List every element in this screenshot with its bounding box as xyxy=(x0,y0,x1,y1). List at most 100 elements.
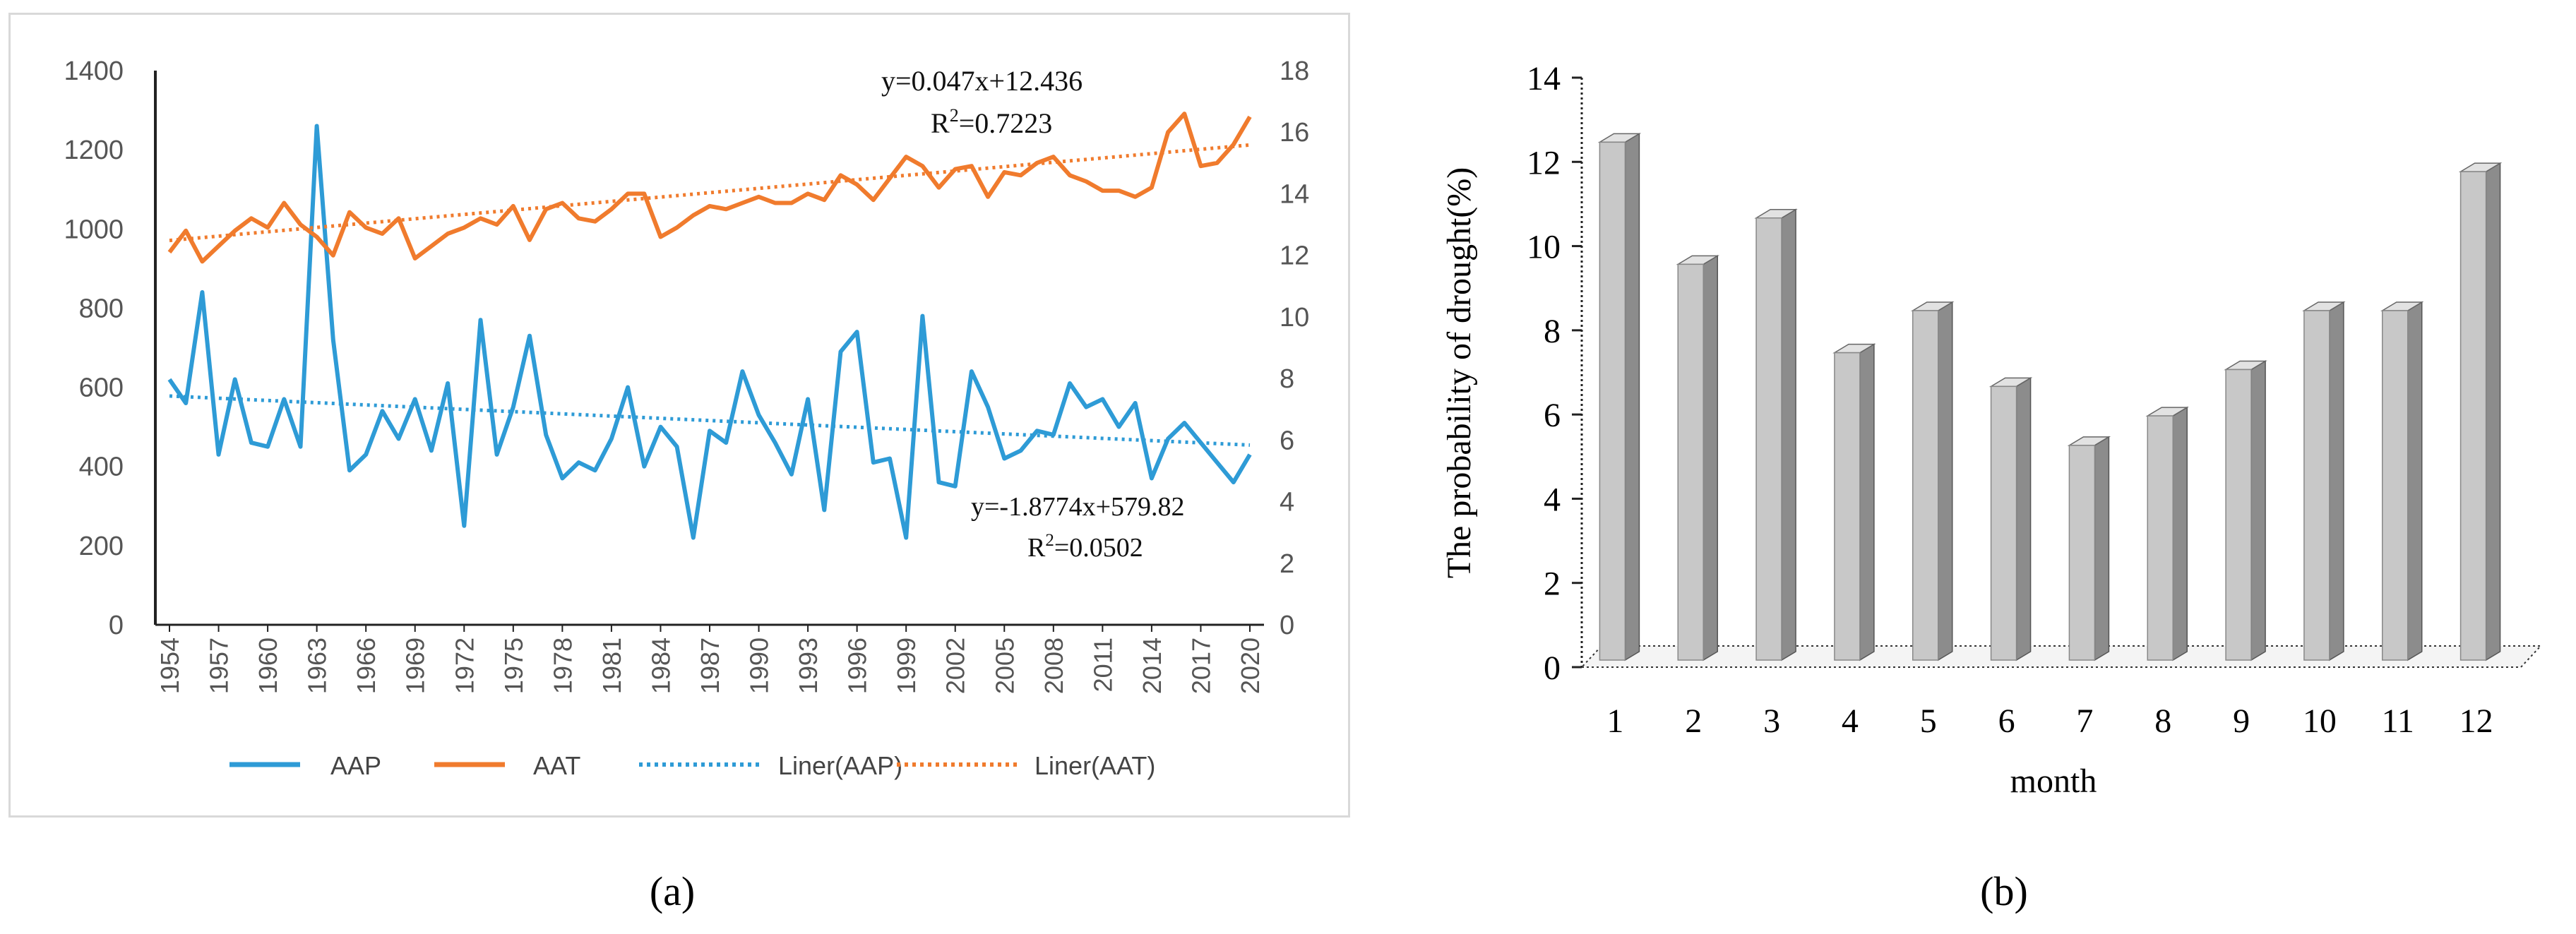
bar-month-4 xyxy=(1832,343,1876,661)
a-y2tick-label: 4 xyxy=(1280,488,1294,517)
panel-b-caption: (b) xyxy=(1980,868,2028,914)
a-y2tick-label: 18 xyxy=(1280,56,1309,86)
a-xtick-label: 1972 xyxy=(450,637,479,694)
bar-side xyxy=(2329,301,2344,661)
bar-front xyxy=(1834,352,1861,661)
b-ytick-label: 12 xyxy=(1527,144,1561,181)
series-line-aap xyxy=(167,124,1252,540)
bar-side xyxy=(2407,301,2423,661)
legend-label-aat: AAT xyxy=(533,751,580,780)
a-ytick-label: 800 xyxy=(79,294,124,323)
a-xtick-label: 1975 xyxy=(499,637,528,694)
panel-a-frame xyxy=(8,13,1350,818)
series-line-aat xyxy=(167,112,1252,264)
bar-month-9 xyxy=(2224,360,2267,661)
a-xtick-label: 1966 xyxy=(352,637,381,694)
a-xtick-label: 2005 xyxy=(990,637,1019,694)
bar-front xyxy=(1912,310,1939,661)
b-xtick-label: 8 xyxy=(2154,702,2171,740)
b-xtick-label: 10 xyxy=(2303,702,2337,740)
a-ytick-label: 0 xyxy=(109,611,124,640)
b-xtick-label: 4 xyxy=(1842,702,1859,740)
a-left-ticks: 0 200 400 600 800 1000 1200 1400 xyxy=(64,56,124,640)
legend-label-aap: AAP xyxy=(330,751,381,780)
bar-side xyxy=(1781,208,1796,661)
aat-equation: y=0.047x+12.436 xyxy=(881,65,1083,97)
b-xtick-label: 5 xyxy=(1920,702,1937,740)
b-xlabel: month xyxy=(2010,762,2097,800)
b-ytick-label: 6 xyxy=(1544,397,1561,434)
a-series-lines xyxy=(167,112,1252,540)
bar-month-1 xyxy=(1597,133,1642,661)
b-ytick-label: 8 xyxy=(1544,313,1561,350)
b-xtick-label: 12 xyxy=(2459,702,2493,740)
bar-side xyxy=(2250,360,2266,661)
a-ytick-label: 200 xyxy=(79,532,124,561)
aap-r2: R2=0.0502 xyxy=(1027,531,1143,563)
b-ytick-label: 2 xyxy=(1544,565,1561,603)
bar-front xyxy=(1599,141,1626,661)
a-y2tick-label: 2 xyxy=(1280,549,1294,579)
a-xtick-label: 1996 xyxy=(843,637,872,694)
a-xtick-label: 1978 xyxy=(548,637,577,694)
bar-front xyxy=(2068,445,2096,661)
a-xtick-label: 1969 xyxy=(401,637,430,694)
a-xtick-label: 1963 xyxy=(303,637,332,694)
bar-front xyxy=(2225,369,2252,661)
b-ytick-label: 10 xyxy=(1527,229,1561,266)
a-ytick-label: 400 xyxy=(79,453,124,482)
a-y2tick-label: 16 xyxy=(1280,118,1309,148)
a-xtick-label: 2011 xyxy=(1088,637,1117,692)
legend-label-liner-aat: Liner(AAT) xyxy=(1034,751,1155,780)
a-xtick-label: 2014 xyxy=(1138,637,1167,694)
a-xtick-label: 1960 xyxy=(254,637,282,694)
bar-side xyxy=(2094,436,2110,661)
bar-front xyxy=(2147,415,2174,661)
bar-front xyxy=(2459,171,2487,661)
bar-front xyxy=(1755,217,1782,661)
a-y2tick-label: 6 xyxy=(1280,426,1294,455)
bar-front xyxy=(1990,385,2017,661)
bar-side xyxy=(2172,406,2188,661)
a-y2tick-label: 14 xyxy=(1280,179,1309,209)
aat-r2: R2=0.7223 xyxy=(931,105,1052,139)
b-xtick-label: 3 xyxy=(1763,702,1780,740)
a-ytick-label: 1200 xyxy=(64,136,124,165)
a-xtick-label: 1984 xyxy=(646,637,675,694)
bar-front xyxy=(1677,263,1704,661)
b-xtick-label: 2 xyxy=(1685,702,1702,740)
a-y2tick-label: 0 xyxy=(1280,611,1294,640)
bar-front xyxy=(2303,310,2330,661)
legend-label-liner-aap: Liner(AAP) xyxy=(778,751,902,780)
a-ytick-label: 1400 xyxy=(64,56,124,86)
bar-month-7 xyxy=(2067,436,2111,661)
b-floor xyxy=(1580,645,2543,668)
a-xtick-label: 2002 xyxy=(941,637,970,694)
b-xtick-label: 7 xyxy=(2076,702,2093,740)
a-xtick-label: 1981 xyxy=(597,637,626,694)
a-xtick-label: 1999 xyxy=(892,637,921,694)
b-bars xyxy=(1597,133,2503,661)
a-ytick-label: 1000 xyxy=(64,215,124,244)
b-ytick-label: 14 xyxy=(1527,60,1561,97)
b-ylabel: The probability of drought(%) xyxy=(1441,167,1478,579)
b-xtick-label: 11 xyxy=(2382,702,2414,740)
bar-side xyxy=(2015,376,2032,661)
a-x-ticks: 1954 1957 1960 1963 1966 1969 1972 1975 1978 1981… xyxy=(155,625,1265,694)
a-y2tick-label: 8 xyxy=(1280,364,1294,394)
b-xtick-label: 9 xyxy=(2233,702,2250,740)
bar-month-10 xyxy=(2302,301,2346,661)
a-xtick-label: 1993 xyxy=(794,637,823,694)
a-y2tick-label: 12 xyxy=(1280,241,1309,271)
a-legend: AAP AAT Liner(AAP) Liner(AAT) xyxy=(229,751,1155,780)
a-xtick-label: 2020 xyxy=(1236,637,1265,694)
b-xtick-label: 6 xyxy=(1998,702,2015,740)
b-y-ticks: 0 2 4 6 8 10 12 14 xyxy=(1527,60,1582,687)
a-xtick-label: 1957 xyxy=(205,637,234,694)
a-xtick-label: 1990 xyxy=(745,637,774,694)
b-ytick-label: 0 xyxy=(1544,649,1561,687)
a-y2tick-label: 10 xyxy=(1280,303,1309,333)
b-x-ticks: 1 2 3 4 5 6 7 8 9 10 11 12 xyxy=(1606,702,2493,740)
bar-month-6 xyxy=(1988,376,2033,661)
